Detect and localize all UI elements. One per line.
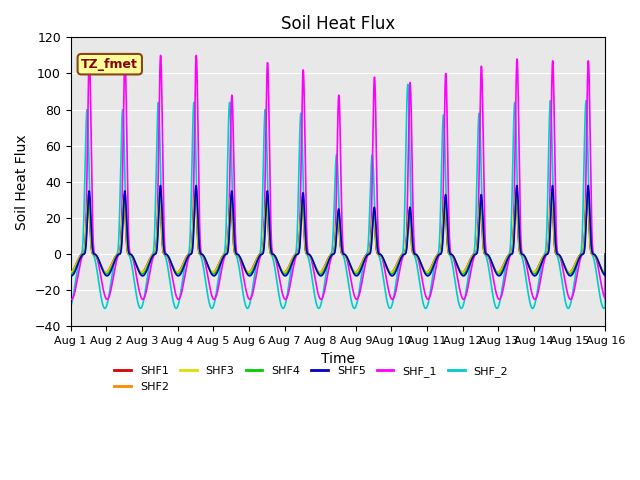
SHF5 — [67, 273, 74, 278]
Line: SHF1: SHF1 — [70, 194, 605, 272]
SHF_2 — [67, 304, 74, 310]
Y-axis label: Soil Heat Flux: Soil Heat Flux — [15, 134, 29, 230]
Line: SHF4: SHF4 — [70, 189, 605, 274]
SHF5 — [318, 273, 326, 278]
SHF1 — [428, 262, 436, 267]
SHF5 — [192, 183, 200, 189]
SHF_2 — [163, 259, 170, 264]
SHF_1 — [602, 252, 609, 257]
SHF_1 — [157, 53, 164, 59]
SHF1 — [163, 252, 170, 258]
SHF2 — [173, 269, 181, 275]
SHF5 — [428, 267, 436, 273]
SHF2 — [67, 269, 74, 275]
SHF_2 — [601, 305, 609, 311]
SHF3 — [488, 260, 496, 265]
SHF_2 — [458, 305, 466, 311]
Line: SHF_1: SHF_1 — [70, 56, 605, 300]
SHF_1 — [488, 268, 496, 274]
SHF4 — [458, 271, 465, 276]
SHF_1 — [163, 252, 171, 258]
Line: SHF3: SHF3 — [70, 191, 605, 272]
SHF2 — [601, 269, 609, 275]
SHF_1 — [428, 285, 436, 291]
SHF1 — [67, 269, 74, 275]
SHF1 — [458, 269, 466, 275]
SHF3 — [584, 188, 591, 194]
SHF5 — [317, 273, 324, 279]
SHF_2 — [404, 82, 412, 87]
SHF4 — [67, 271, 74, 277]
SHF3 — [67, 269, 74, 275]
SHF3 — [458, 269, 465, 275]
SHF5 — [488, 260, 496, 266]
Text: TZ_fmet: TZ_fmet — [81, 58, 138, 71]
SHF4 — [602, 252, 609, 257]
SHF_1 — [67, 296, 74, 302]
SHF4 — [318, 271, 326, 276]
X-axis label: Time: Time — [321, 352, 355, 366]
SHF2 — [156, 190, 163, 195]
SHF4 — [488, 260, 496, 266]
SHF4 — [460, 271, 467, 277]
SHF4 — [513, 186, 520, 192]
SHF5 — [458, 272, 466, 278]
SHF_1 — [601, 295, 609, 301]
SHF3 — [318, 269, 326, 275]
Legend: SHF1, SHF2, SHF3, SHF4, SHF5, SHF_1, SHF_2: SHF1, SHF2, SHF3, SHF4, SHF5, SHF_1, SHF… — [110, 361, 513, 396]
SHF4 — [428, 265, 436, 271]
SHF2 — [163, 252, 171, 258]
Line: SHF5: SHF5 — [70, 186, 605, 276]
SHF3 — [602, 252, 609, 257]
SHF3 — [428, 264, 436, 269]
SHF2 — [428, 262, 436, 268]
SHF_1 — [531, 297, 539, 302]
SHF_1 — [318, 296, 326, 301]
SHF1 — [191, 191, 199, 197]
SHF5 — [602, 252, 609, 257]
SHF2 — [458, 269, 466, 275]
SHF4 — [163, 252, 170, 258]
SHF1 — [602, 252, 609, 257]
SHF1 — [318, 268, 326, 274]
SHF5 — [163, 252, 170, 257]
SHF3 — [601, 269, 609, 275]
SHF_2 — [488, 288, 496, 294]
SHF_2 — [351, 305, 358, 311]
SHF4 — [601, 271, 609, 276]
Line: SHF_2: SHF_2 — [70, 84, 605, 308]
SHF_2 — [602, 252, 609, 257]
Line: SHF2: SHF2 — [70, 192, 605, 272]
Title: Soil Heat Flux: Soil Heat Flux — [281, 15, 395, 33]
SHF1 — [488, 262, 496, 267]
SHF2 — [488, 261, 496, 267]
SHF5 — [601, 273, 609, 278]
SHF_2 — [318, 298, 326, 303]
SHF_2 — [428, 276, 436, 282]
SHF3 — [163, 252, 170, 258]
SHF1 — [244, 269, 252, 275]
SHF_1 — [458, 294, 465, 300]
SHF2 — [602, 252, 609, 257]
SHF2 — [318, 268, 326, 274]
SHF1 — [601, 269, 609, 275]
